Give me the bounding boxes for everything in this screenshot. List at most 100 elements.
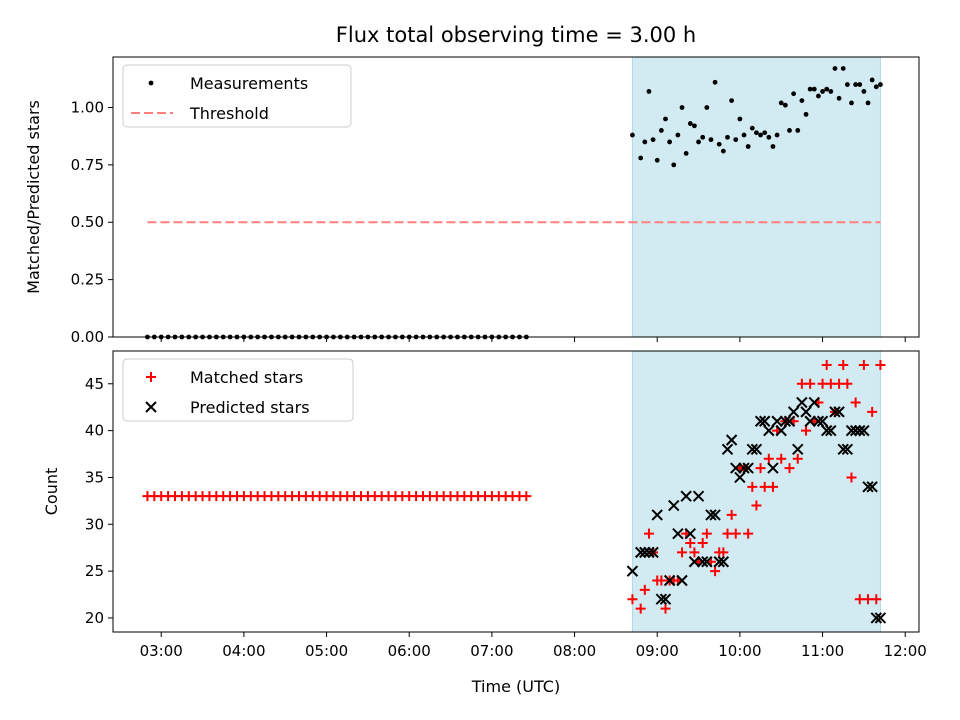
- data-point: [713, 556, 725, 568]
- y-tick-label: 0.50: [71, 213, 104, 231]
- data-point: [805, 378, 816, 389]
- data-point: [659, 593, 672, 605]
- data-point: [792, 453, 803, 464]
- data-point: [770, 144, 776, 149]
- data-point: [762, 130, 768, 136]
- data-point: [865, 100, 871, 106]
- x-tick-label: 06:00: [388, 642, 431, 660]
- y-tick-label: 0.00: [71, 328, 104, 346]
- data-point: [712, 79, 718, 85]
- y-tick-label: 35: [85, 468, 104, 486]
- data-point: [630, 132, 635, 138]
- data-point: [650, 137, 656, 143]
- legend-label: Measurements: [190, 74, 308, 93]
- data-point: [714, 547, 725, 558]
- data-point: [643, 528, 654, 539]
- data-point: [771, 415, 783, 427]
- data-point: [849, 424, 862, 437]
- data-point: [875, 360, 886, 371]
- data-point: [844, 82, 850, 87]
- axes-frame: [112, 350, 920, 633]
- data-point: [730, 528, 741, 539]
- data-point: [738, 462, 750, 474]
- data-point: [796, 396, 808, 409]
- data-point: [675, 132, 681, 138]
- data-point: [750, 443, 763, 456]
- data-point: [720, 148, 726, 154]
- x-tick-label: 12:00: [884, 642, 927, 660]
- data-point: [783, 415, 796, 427]
- data-point: [858, 424, 870, 437]
- data-point: [687, 121, 693, 126]
- data-point: [861, 89, 867, 94]
- data-point: [820, 424, 833, 437]
- data-point: [842, 378, 853, 389]
- x-tick-label: 05:00: [305, 642, 348, 660]
- data-point: [800, 406, 812, 418]
- data-point: [766, 134, 772, 140]
- data-point: [821, 360, 832, 371]
- data-point: [647, 546, 659, 559]
- data-point: [873, 84, 879, 90]
- x-tick-label: 09:00: [636, 642, 679, 660]
- bottom-panel: 20 25 30 35 40 45 03:00 04:00 05:00 06:00 07:00 08:…: [85, 350, 927, 660]
- data-point: [684, 527, 696, 540]
- data-point: [767, 462, 779, 474]
- data-point: [660, 603, 671, 614]
- data-point: [626, 565, 639, 577]
- legend-marker: [145, 401, 157, 413]
- data-point: [779, 415, 792, 427]
- top-panel: 0.00 0.25 0.50 0.75 1.00 Measurements Threshol…: [71, 56, 920, 346]
- data-point: [871, 594, 882, 605]
- data-point: [709, 509, 721, 521]
- data-point: [671, 162, 677, 168]
- shaded-region: [631, 56, 881, 338]
- data-point: [782, 102, 788, 108]
- data-point: [778, 100, 784, 106]
- data-point: [791, 91, 797, 97]
- data-point: [870, 612, 882, 624]
- data-point: [741, 132, 747, 138]
- data-point: [663, 116, 668, 122]
- data-point: [776, 453, 787, 464]
- y-tick-label: 20: [85, 609, 104, 627]
- data-point: [700, 134, 706, 140]
- legend: Matched stars Predicted stars: [122, 358, 354, 422]
- data-point: [808, 396, 820, 409]
- data-point: [521, 491, 532, 502]
- y-tick-label: 1.00: [71, 98, 104, 116]
- data-point: [654, 157, 660, 163]
- data-point: [635, 603, 646, 614]
- bottom-y-axis-label: Count: [42, 468, 61, 516]
- legend-label: Matched stars: [190, 368, 303, 387]
- data-point: [658, 128, 664, 133]
- top-y-axis-label: Matched/Predicted stars: [24, 100, 43, 294]
- data-point: [845, 424, 858, 437]
- chart-title: Flux total observing time = 3.00 h: [336, 23, 696, 47]
- data-point: [726, 509, 737, 520]
- data-point: [634, 546, 647, 559]
- data-point: [816, 93, 821, 99]
- data-point: [749, 125, 755, 131]
- data-point: [837, 443, 849, 456]
- data-point: [754, 415, 767, 427]
- y-tick-label: 45: [85, 375, 104, 393]
- data-point: [811, 86, 817, 92]
- data-point: [642, 139, 648, 145]
- data-point: [853, 82, 859, 87]
- data-point: [824, 86, 830, 92]
- data-point: [828, 89, 834, 94]
- axes-frame: [112, 56, 920, 338]
- data-point: [747, 481, 758, 492]
- data-point: [854, 424, 866, 437]
- data-point: [816, 415, 829, 427]
- data-point: [685, 538, 696, 549]
- data-point: [717, 556, 730, 568]
- data-point: [705, 509, 717, 521]
- data-point: [663, 574, 676, 587]
- data-point: [725, 434, 738, 446]
- data-point: [804, 415, 816, 427]
- data-point: [676, 574, 688, 587]
- data-point: [799, 98, 805, 104]
